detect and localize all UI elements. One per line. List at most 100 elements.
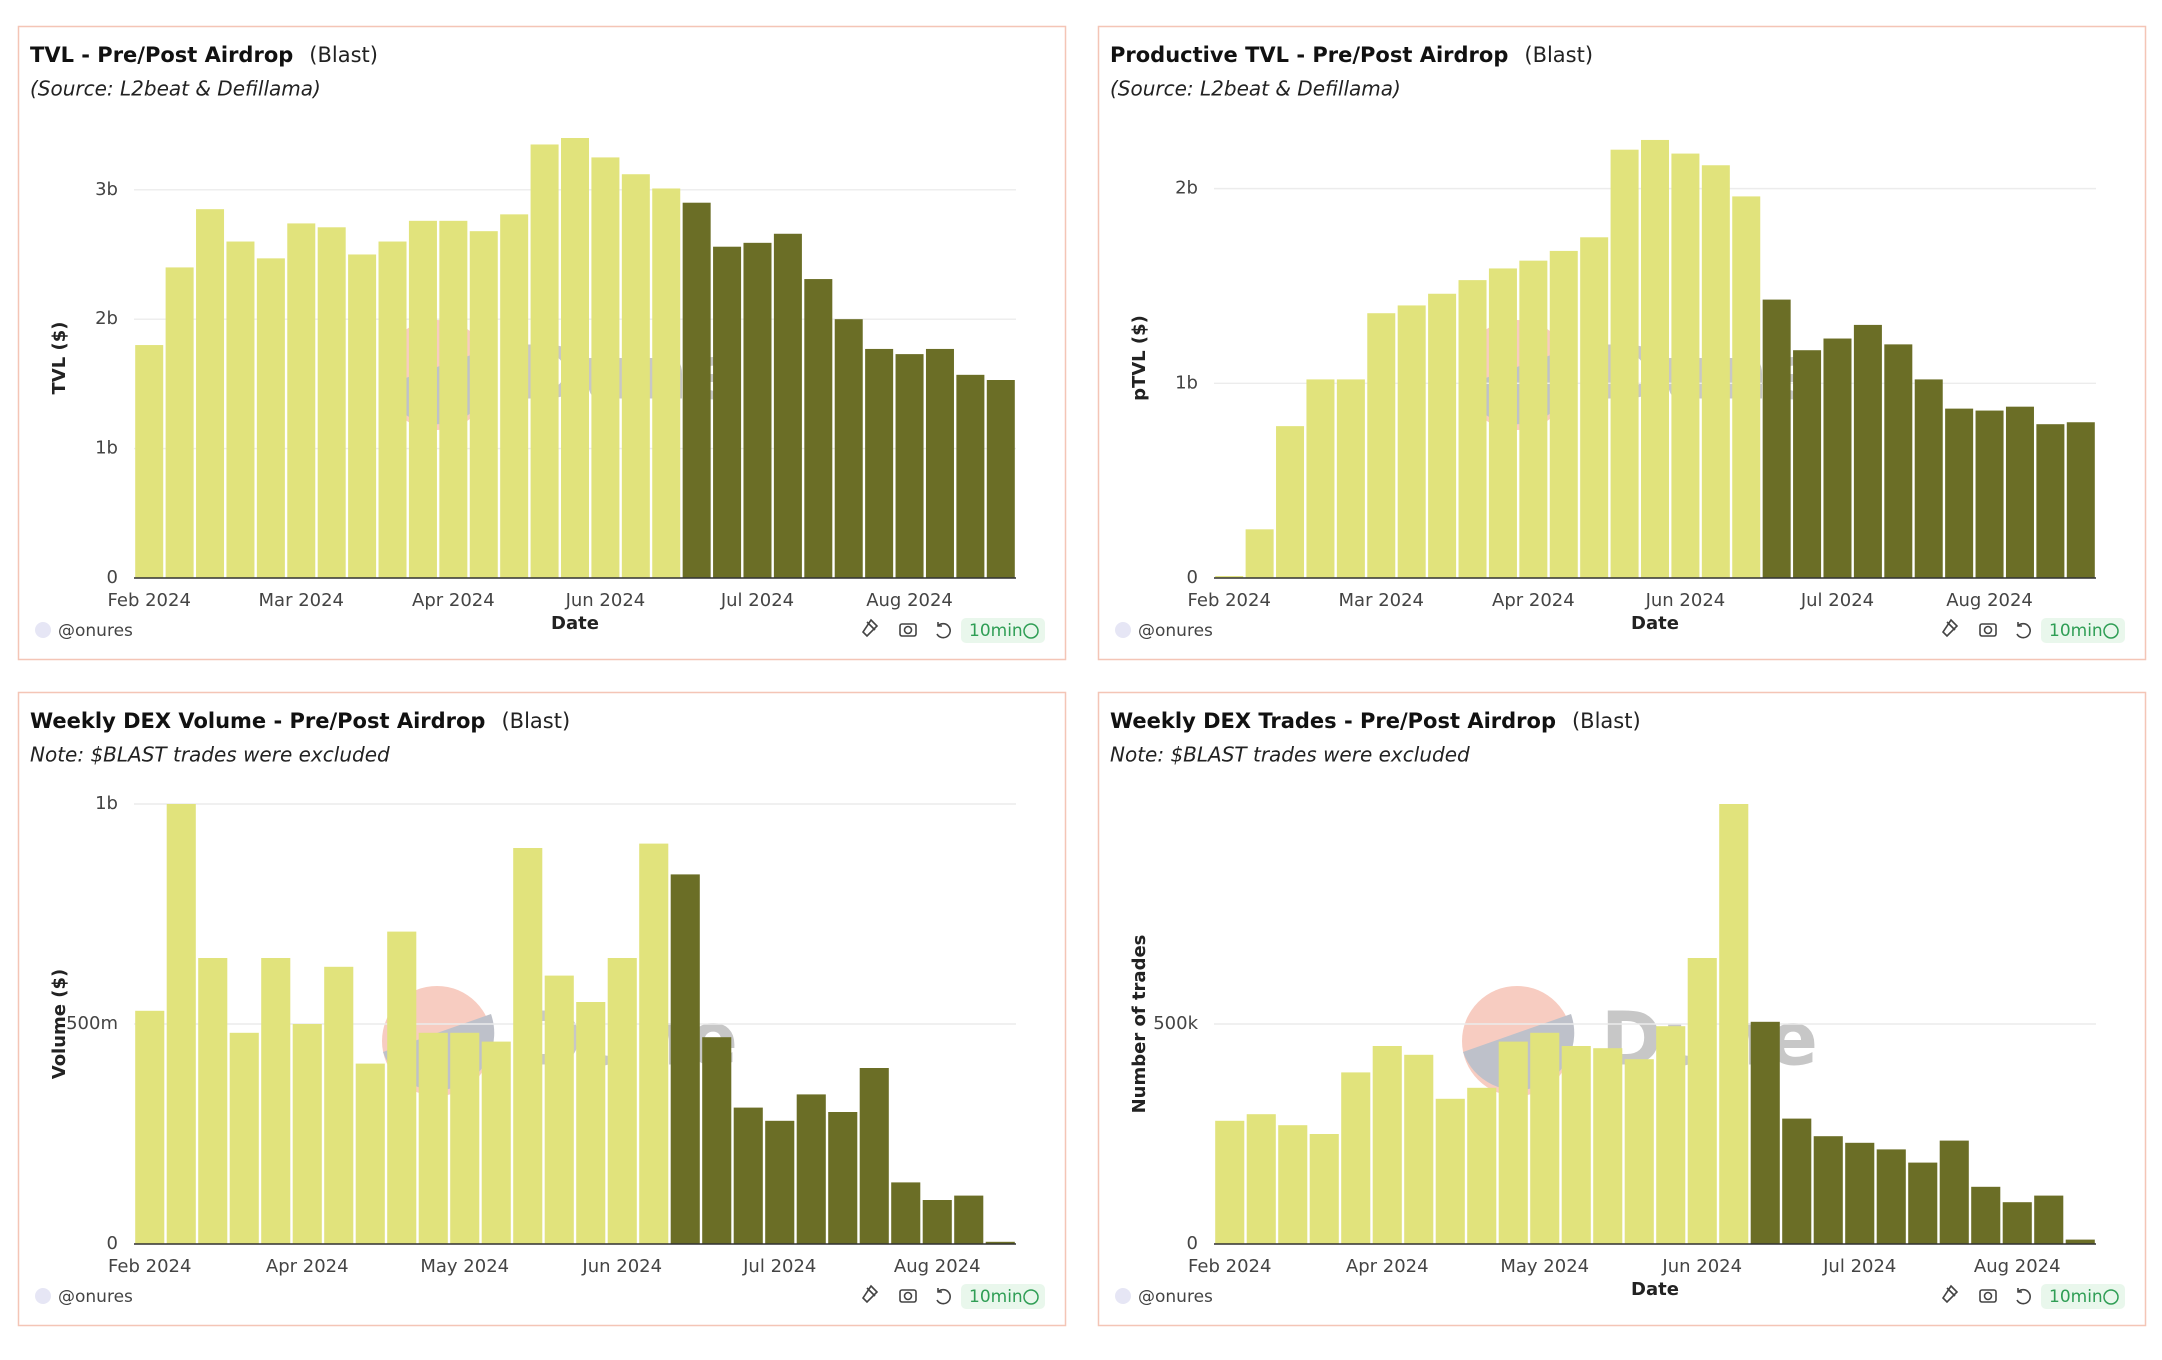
bar: [256, 258, 285, 578]
bar: [591, 157, 620, 579]
screenshot-icon[interactable]: [1979, 623, 1997, 637]
screenshot-lens[interactable]: [903, 1291, 913, 1301]
bar: [355, 1063, 385, 1244]
screenshot-icon[interactable]: [899, 1289, 917, 1303]
bar: [1656, 1026, 1686, 1244]
bar: [1245, 529, 1274, 578]
y-axis-label: Volume ($): [49, 969, 70, 1080]
x-tick-label: May 2024: [1500, 1256, 1589, 1277]
bar: [1719, 804, 1749, 1244]
bar: [135, 1010, 165, 1244]
screenshot-icon[interactable]: [899, 623, 917, 637]
bar: [1488, 268, 1517, 578]
fork-icon[interactable]: [861, 618, 879, 638]
bar: [1336, 379, 1365, 578]
fork-icon[interactable]: [861, 1284, 879, 1304]
y-tick-label: 500m: [66, 1013, 118, 1034]
title-tag: (Blast): [1524, 43, 1593, 67]
refresh-interval: 10min: [969, 1287, 1023, 1307]
refresh-interval: 10min: [969, 621, 1023, 641]
bar: [1823, 338, 1852, 578]
bar: [891, 1182, 921, 1244]
bar: [1215, 576, 1244, 578]
author[interactable]: @onures: [1138, 1287, 1213, 1307]
bar: [1782, 1118, 1812, 1244]
bar: [1793, 350, 1822, 578]
bar: [796, 1094, 826, 1244]
y-tick-label: 2b: [95, 308, 118, 329]
bar: [226, 241, 255, 578]
y-tick-label: 1b: [95, 793, 118, 814]
bar: [135, 345, 164, 578]
x-tick-label: Aug 2024: [1974, 1256, 2061, 1277]
refresh-icon[interactable]: [2016, 622, 2031, 639]
bar: [702, 1037, 732, 1244]
bar: [865, 348, 894, 578]
x-tick-label: May 2024: [420, 1256, 509, 1277]
y-axis-label: Number of trades: [1129, 935, 1150, 1114]
title-text: Productive TVL - Pre/Post Airdrop: [1110, 43, 1508, 67]
bar: [166, 804, 196, 1244]
bar: [378, 241, 407, 578]
bar: [670, 874, 700, 1244]
refresh-icon[interactable]: [936, 622, 951, 639]
bar: [925, 348, 954, 578]
bar: [408, 220, 437, 578]
x-axis-label: Date: [551, 613, 599, 634]
refresh-icon[interactable]: [936, 1288, 951, 1305]
title-text: Weekly DEX Trades - Pre/Post Airdrop: [1110, 709, 1556, 733]
fork-icon[interactable]: [1941, 618, 1959, 638]
x-tick-label: Apr 2024: [1346, 1256, 1429, 1277]
bar: [2036, 424, 2065, 578]
bar: [1467, 1087, 1497, 1244]
refresh-badge: [961, 618, 1045, 643]
chart-card: TVL - Pre/Post Airdrop (Blast) (Source: L2…: [17, 25, 1067, 661]
bar: [985, 1241, 1015, 1244]
screenshot-lens[interactable]: [1983, 1291, 1993, 1301]
footer-icons: [861, 618, 951, 639]
bar: [1458, 280, 1487, 578]
chart-subtitle: (Source: L2beat & Defillama): [1110, 77, 1401, 101]
screenshot-lens[interactable]: [1983, 625, 1993, 635]
screenshot-lens[interactable]: [903, 625, 913, 635]
bar: [1914, 379, 1943, 578]
bar: [450, 1032, 480, 1244]
refresh-badge: [961, 1284, 1045, 1309]
bar: [1246, 1114, 1276, 1244]
refresh-interval: 10min: [2049, 1287, 2103, 1307]
fork-icon[interactable]: [1941, 1284, 1959, 1304]
bar: [324, 966, 354, 1244]
x-tick-label: Feb 2024: [1188, 590, 1271, 611]
x-tick-label: Jul 2024: [720, 590, 794, 611]
bar: [418, 1032, 448, 1244]
bar: [348, 254, 377, 578]
x-tick-label: Jun 2024: [1645, 590, 1726, 611]
author[interactable]: @onures: [1138, 621, 1213, 641]
chart-title: Weekly DEX Volume - Pre/Post Airdrop (Bla…: [30, 709, 570, 733]
bar: [1701, 165, 1730, 578]
y-tick-label: 0: [1187, 567, 1198, 588]
x-tick-label: Jul 2024: [742, 1256, 816, 1277]
bar: [196, 209, 225, 579]
bar: [954, 1195, 984, 1244]
bar: [1278, 1125, 1308, 1244]
screenshot-icon[interactable]: [1979, 1289, 1997, 1303]
bar: [1671, 153, 1700, 578]
x-tick-label: Apr 2024: [412, 590, 495, 611]
bar: [1975, 410, 2004, 578]
bar: [922, 1200, 952, 1244]
y-tick-label: 1b: [95, 438, 118, 459]
bar: [1593, 1048, 1623, 1244]
x-tick-label: Apr 2024: [1492, 590, 1575, 611]
bar: [1498, 1041, 1528, 1244]
bar: [639, 843, 669, 1244]
author[interactable]: @onures: [58, 621, 133, 641]
chart-card: Productive TVL - Pre/Post Airdrop (Blast)…: [1097, 25, 2147, 661]
refresh-icon[interactable]: [2016, 1288, 2031, 1305]
bar: [804, 279, 833, 578]
bar: [743, 242, 772, 578]
refresh-badge: [2041, 1284, 2125, 1309]
author[interactable]: @onures: [58, 1287, 133, 1307]
